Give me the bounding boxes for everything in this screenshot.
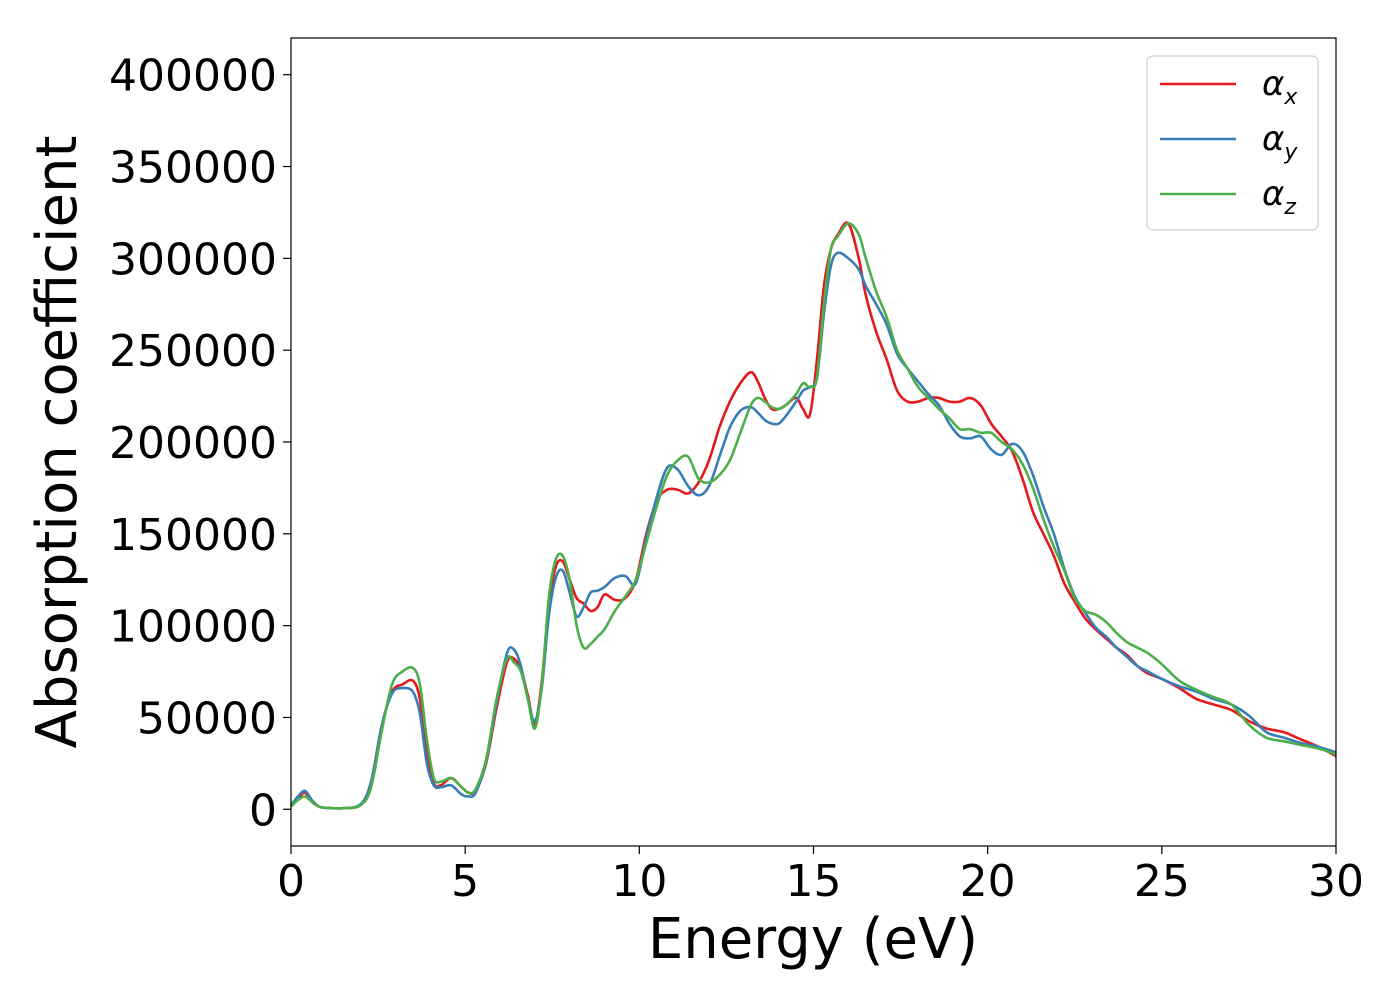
legend-symbol: α	[1262, 64, 1284, 104]
legend-box	[1146, 55, 1319, 231]
series-layer	[289, 221, 1337, 810]
y-axis-ticks: 0 50000 100000 150000 200000 250000 300000 3500…	[109, 51, 291, 836]
legend-symbol: α	[1262, 174, 1284, 214]
y-tick-label: 50000	[137, 693, 277, 744]
x-tick-label: 25	[1134, 856, 1190, 907]
y-tick-label: 0	[249, 785, 277, 836]
x-axis-label: Energy (eV)	[648, 907, 978, 972]
legend-label-x: αx	[1262, 64, 1298, 110]
x-tick-label: 30	[1308, 856, 1364, 907]
y-tick-label: 300000	[109, 234, 277, 285]
legend-subscript: y	[1283, 140, 1298, 165]
y-tick-label: 200000	[109, 418, 277, 469]
y-tick-label: 250000	[109, 326, 277, 377]
x-tick-label: 15	[786, 856, 842, 907]
legend-subscript: z	[1283, 195, 1296, 220]
y-tick-label: 150000	[109, 510, 277, 561]
y-tick-label: 400000	[109, 51, 277, 102]
y-tick-label: 350000	[109, 143, 277, 194]
legend-subscript: x	[1283, 85, 1298, 110]
x-tick-label: 0	[277, 856, 305, 907]
series-line-z	[290, 222, 1337, 810]
x-tick-label: 5	[451, 856, 479, 907]
plot-frame	[290, 37, 1337, 847]
x-tick-label: 10	[611, 856, 667, 907]
x-tick-label: 20	[960, 856, 1016, 907]
legend-label-y: αy	[1262, 119, 1298, 165]
legend-symbol: α	[1262, 119, 1284, 159]
y-axis-label: Absorption coefficient	[25, 136, 90, 749]
y-tick-label: 100000	[109, 602, 277, 653]
legend-label-z: αz	[1262, 174, 1296, 220]
x-axis-ticks: 0 5 10 15 20 25 30	[277, 846, 1364, 907]
